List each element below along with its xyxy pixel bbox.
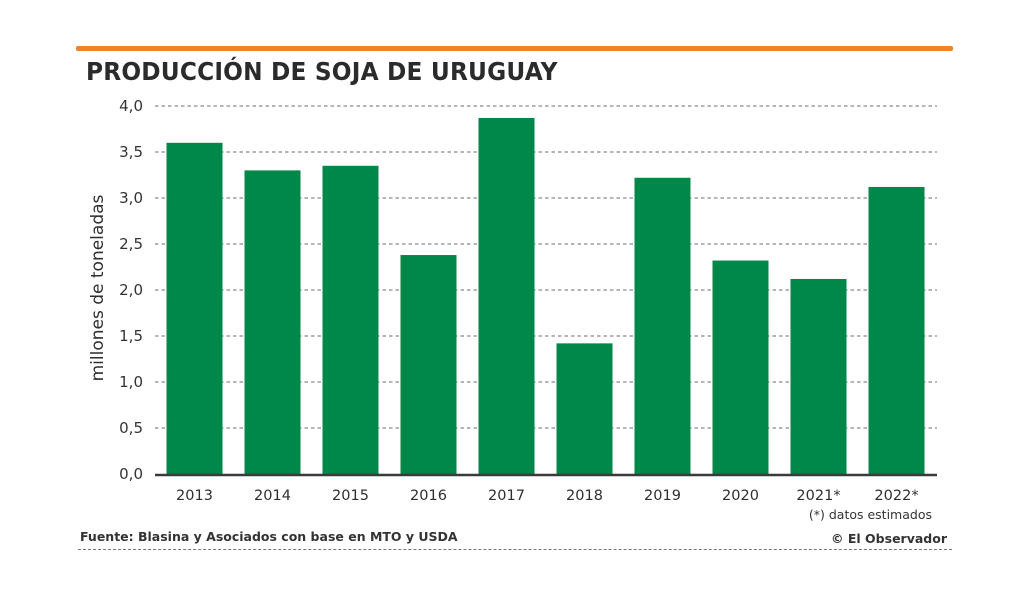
bar-2015 <box>322 165 379 475</box>
y-axis-ticks: 0,0 0,5 1,0 1,5 2,0 2,5 3,0 3,5 4,0 <box>119 97 143 483</box>
bars <box>166 117 925 475</box>
x-tick-label: 2015 <box>332 488 369 504</box>
credit-text: © El Observador <box>831 531 947 546</box>
chart-title: PRODUCCIÓN DE SOJA DE URUGUAY <box>86 57 558 86</box>
y-tick-label: 1,5 <box>119 327 143 345</box>
y-tick-label: 4,0 <box>119 97 143 115</box>
bar-2020 <box>712 260 769 474</box>
x-tick-label: 2022* <box>874 488 918 504</box>
y-tick-label: 0,5 <box>119 419 143 437</box>
x-axis-ticks: 2013 2014 2015 2016 2017 2018 2019 2020 2021* 202… <box>176 488 919 504</box>
x-tick-label: 2018 <box>566 488 603 504</box>
x-tick-label: 2021* <box>796 488 840 504</box>
bar-2021 <box>790 278 847 474</box>
y-tick-label: 0,0 <box>119 465 143 483</box>
y-tick-label: 1,0 <box>119 373 143 391</box>
x-tick-label: 2019 <box>644 488 681 504</box>
accent-top-rule <box>76 46 953 51</box>
x-tick-label: 2013 <box>176 488 213 504</box>
x-tick-label: 2017 <box>488 488 525 504</box>
y-tick-label: 2,0 <box>119 281 143 299</box>
footer-dashed-rule <box>78 549 952 550</box>
x-tick-label: 2014 <box>254 488 291 504</box>
x-tick-label: 2016 <box>410 488 447 504</box>
y-tick-label: 2,5 <box>119 235 143 253</box>
bar-2016 <box>400 255 457 474</box>
y-tick-label: 3,0 <box>119 189 143 207</box>
bar-2014 <box>244 170 301 474</box>
y-tick-label: 3,5 <box>119 143 143 161</box>
estimated-data-note: (*) datos estimados <box>808 507 932 522</box>
bar-2013 <box>166 142 223 475</box>
bar-2019 <box>634 177 691 474</box>
bar-2017 <box>478 117 535 475</box>
bar-2018 <box>556 343 613 474</box>
x-tick-label: 2020 <box>722 488 759 504</box>
y-axis-label: millones de toneladas <box>88 194 108 381</box>
source-text: Fuente: Blasina y Asociados con base en … <box>80 529 458 544</box>
bar-2022 <box>868 186 925 474</box>
